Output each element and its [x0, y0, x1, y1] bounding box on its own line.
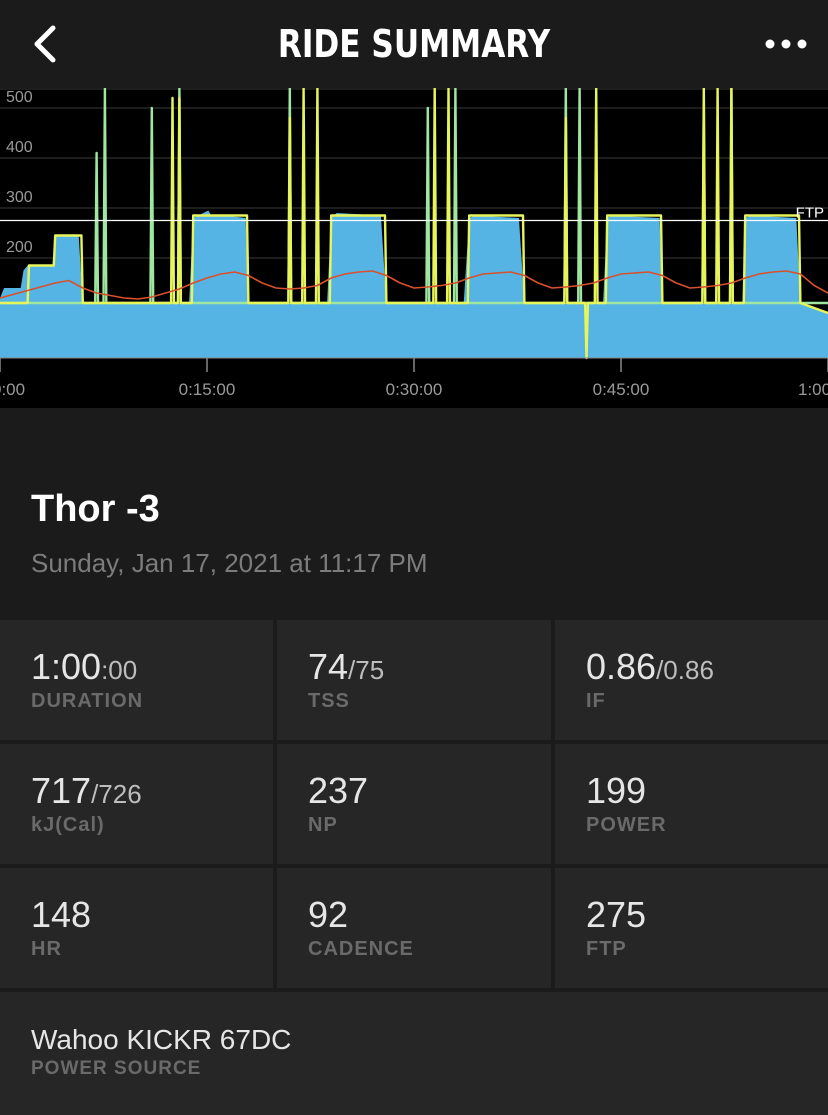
x-tick-label: 0:15:00	[179, 380, 236, 399]
ride-name: Thor -3	[31, 488, 160, 530]
stat-duration: 1:00:00 DURATION	[0, 620, 273, 740]
stat-value: 74	[308, 646, 349, 687]
x-tick-label: 1:00	[798, 380, 828, 399]
stat-sub-value: :00	[101, 655, 138, 685]
stats-grid: 1:00:00 DURATION 74/75 TSS 0.86/0.86 IF …	[0, 620, 828, 1115]
stat-value: 92	[308, 894, 349, 935]
x-tick-label: 0:45:00	[593, 380, 650, 399]
x-tick-label: 0:30:00	[386, 380, 443, 399]
stat-label: TSS	[308, 690, 350, 712]
power-source-value: Wahoo KICKR 67DC	[31, 1024, 292, 1055]
stat-label: HR	[31, 938, 62, 960]
power-area	[0, 210, 828, 358]
target-power-line	[0, 88, 828, 360]
stat-label: FTP	[586, 938, 627, 960]
stat-value: 199	[586, 770, 647, 811]
stat-power: 199 POWER	[555, 744, 828, 864]
stat-label: POWER	[586, 814, 667, 836]
y-tick-label: 300	[6, 189, 33, 206]
spacer	[0, 408, 828, 482]
back-button[interactable]	[22, 20, 66, 68]
stat-kj: 717/726 kJ(Cal)	[0, 744, 273, 864]
header: RIDE SUMMARY	[0, 0, 828, 88]
y-tick-label: 200	[6, 239, 33, 256]
stat-if: 0.86/0.86 IF	[555, 620, 828, 740]
ftp-label: FTP	[796, 205, 824, 222]
power-source: Wahoo KICKR 67DC POWER SOURCE	[0, 992, 828, 1115]
page-title: RIDE SUMMARY	[277, 22, 551, 66]
stat-label: IF	[586, 690, 606, 712]
stat-np: 237 NP	[277, 744, 551, 864]
ride-chart-svg: 200 300 400 500 FTP 0:00 0:15:00 0:30:00 0:45:00…	[0, 88, 828, 399]
ride-date: Sunday, Jan 17, 2021 at 11:17 PM	[31, 548, 428, 578]
stat-hr: 148 HR	[0, 868, 273, 988]
stat-cadence: 92 CADENCE	[277, 868, 551, 988]
stat-value: 237	[308, 770, 369, 811]
stat-sub-value: /75	[348, 655, 385, 685]
stat-value: 148	[31, 894, 92, 935]
stat-label: kJ(Cal)	[31, 814, 105, 836]
ride-chart[interactable]: 200 300 400 500 FTP 0:00 0:15:00 0:30:00 0:45:00…	[0, 88, 828, 408]
y-tick-label: 400	[6, 139, 33, 156]
stat-label: CADENCE	[308, 938, 414, 960]
power-source-label: POWER SOURCE	[31, 1058, 202, 1079]
stat-value: 275	[586, 894, 647, 935]
x-tick-label: 0:00	[0, 380, 25, 399]
stat-ftp: 275 FTP	[555, 868, 828, 988]
stat-value: 717	[31, 770, 92, 811]
stat-sub-value: /726	[91, 779, 142, 809]
stat-label: DURATION	[31, 690, 144, 712]
stat-value: 0.86	[586, 646, 657, 687]
ellipsis-icon	[765, 39, 807, 49]
stat-value: 1:00	[31, 646, 102, 687]
stat-tss: 74/75 TSS	[277, 620, 551, 740]
heart-rate-line	[0, 270, 828, 300]
chevron-left-icon	[34, 25, 56, 63]
stat-sub-value: /0.86	[656, 655, 714, 685]
more-button[interactable]	[762, 26, 810, 62]
stat-label: NP	[308, 814, 338, 836]
y-tick-label: 500	[6, 89, 33, 106]
